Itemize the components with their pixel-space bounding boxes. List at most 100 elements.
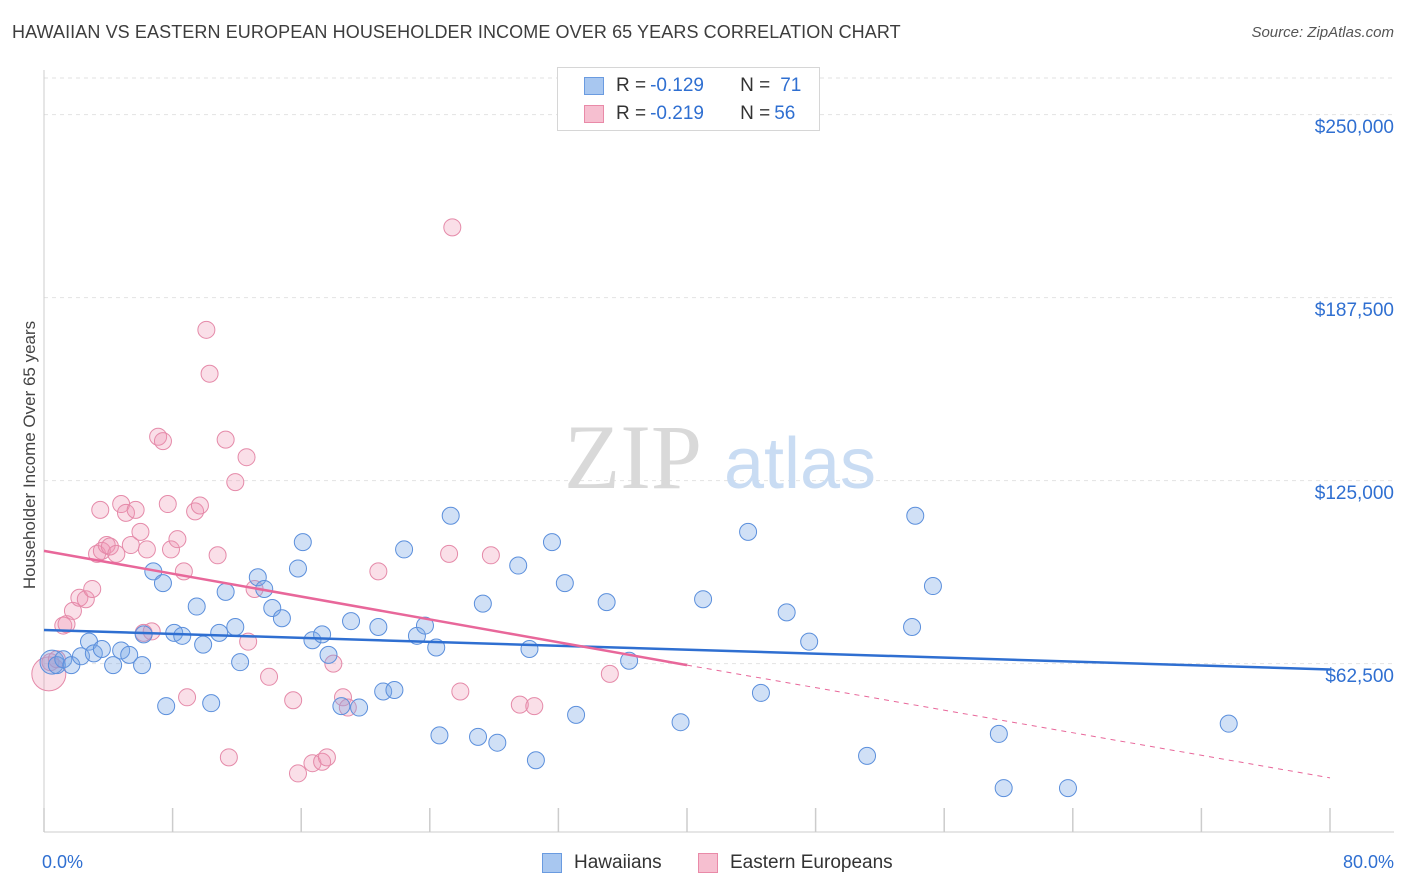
hawaiians-point bbox=[202, 694, 221, 713]
legend-item-hawaiians[interactable]: Hawaiians bbox=[542, 852, 662, 874]
eastern-europeans-point bbox=[451, 682, 470, 701]
hawaiians-point bbox=[216, 582, 235, 601]
hawaiians-point bbox=[994, 779, 1013, 798]
hawaiians-point bbox=[567, 705, 586, 724]
series-legend: Hawaiians Eastern Europeans bbox=[0, 852, 1406, 878]
hawaiians-point bbox=[39, 649, 65, 675]
eastern-europeans-point bbox=[260, 667, 279, 686]
eastern-europeans-point bbox=[237, 448, 256, 467]
hawaiians-points bbox=[39, 506, 1238, 798]
eastern-europeans-point bbox=[168, 530, 187, 549]
hawaiians-point bbox=[989, 724, 1008, 743]
hawaiians-point bbox=[858, 746, 877, 765]
eastern-europeans-point bbox=[100, 537, 119, 556]
hawaiians-point bbox=[488, 733, 507, 752]
hawaiians-point bbox=[112, 641, 131, 660]
hawaiians-point bbox=[374, 682, 393, 701]
eastern-europeans-point bbox=[369, 562, 388, 581]
hawaiians-point bbox=[157, 697, 176, 716]
hawaiians-point bbox=[777, 603, 796, 622]
eastern-europeans-point bbox=[76, 590, 95, 609]
hawaiians-point bbox=[473, 594, 492, 613]
hawaiians-point bbox=[441, 506, 460, 525]
eastern-europeans-point bbox=[63, 601, 82, 620]
eastern-europeans-point bbox=[70, 588, 89, 607]
eastern-europeans-point bbox=[317, 748, 336, 767]
trend-lines bbox=[43, 549, 1331, 779]
legend-row-hawaiians: R = -0.129 N = 71 bbox=[584, 74, 801, 98]
hawaiians-point bbox=[694, 590, 713, 609]
eastern-europeans-point bbox=[161, 540, 180, 559]
eastern-europeans-point bbox=[219, 748, 238, 767]
hawaiians-point bbox=[469, 727, 488, 746]
eastern-europeans-point bbox=[158, 495, 177, 514]
eastern-europeans-point bbox=[510, 695, 529, 714]
eastern-europeans-point bbox=[443, 218, 462, 237]
hawaiians-point bbox=[231, 653, 250, 672]
hawaiians-point bbox=[430, 726, 449, 745]
hawaiians-point bbox=[173, 626, 192, 645]
eastern-europeans-point bbox=[186, 502, 205, 521]
hawaiians-point bbox=[194, 635, 213, 654]
eastern-europeans-point bbox=[525, 697, 544, 716]
legend-r-label: R = bbox=[616, 103, 647, 124]
gridlines bbox=[44, 77, 1394, 665]
x-tick-label-min: 0.0% bbox=[42, 852, 84, 872]
legend-item-eastern-europeans[interactable]: Eastern Europeans bbox=[698, 852, 893, 874]
legend-swatch-hawaiians bbox=[542, 853, 562, 873]
hawaiians-point bbox=[319, 645, 338, 664]
hawaiians-point bbox=[288, 559, 307, 578]
hawaiians-point bbox=[104, 656, 123, 675]
legend-label-eastern-europeans: Eastern Europeans bbox=[730, 852, 893, 873]
eastern-europeans-trend-line bbox=[43, 549, 688, 667]
legend-n-value: 56 bbox=[774, 103, 796, 124]
hawaiians-point bbox=[226, 618, 245, 637]
legend-r-value: -0.129 bbox=[650, 75, 704, 96]
eastern-europeans-point bbox=[481, 546, 500, 565]
hawaiians-point bbox=[120, 645, 139, 664]
hawaiians-point bbox=[133, 656, 152, 675]
hawaiians-point bbox=[303, 631, 322, 650]
eastern-europeans-point bbox=[153, 432, 172, 451]
watermark: ZIP atlas bbox=[564, 406, 876, 508]
hawaiians-point bbox=[800, 632, 819, 651]
hawaiians-point bbox=[923, 577, 942, 596]
eastern-europeans-points bbox=[31, 218, 619, 783]
hawaiians-point bbox=[671, 713, 690, 732]
eastern-europeans-point bbox=[216, 430, 235, 449]
eastern-europeans-point bbox=[131, 522, 150, 541]
eastern-europeans-point bbox=[190, 496, 209, 515]
hawaiians-point bbox=[293, 533, 312, 552]
legend-row-eastern-europeans: R = -0.219 N = 56 bbox=[584, 102, 795, 126]
hawaiians-point bbox=[272, 609, 291, 628]
chart-title: HAWAIIAN VS EASTERN EUROPEAN HOUSEHOLDER… bbox=[12, 22, 901, 42]
hawaiians-point bbox=[415, 616, 434, 635]
stats-legend: R = -0.129 N = 71 R = -0.219 N = 56 bbox=[557, 67, 820, 131]
hawaiians-point bbox=[526, 751, 545, 770]
eastern-europeans-point bbox=[137, 540, 156, 559]
y-tick-label: $187,500 bbox=[1314, 299, 1394, 321]
eastern-europeans-point bbox=[226, 473, 245, 492]
hawaiians-point bbox=[903, 618, 922, 637]
hawaiians-point bbox=[153, 574, 172, 593]
hawaiians-point bbox=[597, 593, 616, 612]
hawaiians-point bbox=[1058, 779, 1077, 798]
y-tick-label: $62,500 bbox=[1325, 665, 1394, 687]
eastern-europeans-point bbox=[57, 615, 76, 634]
hawaiians-point bbox=[350, 698, 369, 717]
legend-label-hawaiians: Hawaiians bbox=[574, 852, 662, 873]
hawaiians-point bbox=[1219, 714, 1238, 733]
legend-n-label: N = bbox=[740, 75, 771, 96]
eastern-europeans-point bbox=[200, 364, 219, 383]
hawaiians-trend-line bbox=[43, 628, 1331, 671]
source-note: Source: ZipAtlas.com bbox=[1251, 24, 1394, 41]
eastern-europeans-point bbox=[92, 541, 111, 560]
hawaiians-point bbox=[509, 556, 528, 575]
legend-swatch-eastern-europeans bbox=[698, 853, 718, 873]
watermark-zip: ZIP bbox=[564, 406, 702, 508]
eastern-europeans-trend-extension bbox=[686, 664, 1331, 779]
hawaiians-point bbox=[248, 568, 267, 587]
eastern-europeans-point bbox=[107, 544, 126, 563]
hawaiians-point bbox=[92, 639, 111, 658]
